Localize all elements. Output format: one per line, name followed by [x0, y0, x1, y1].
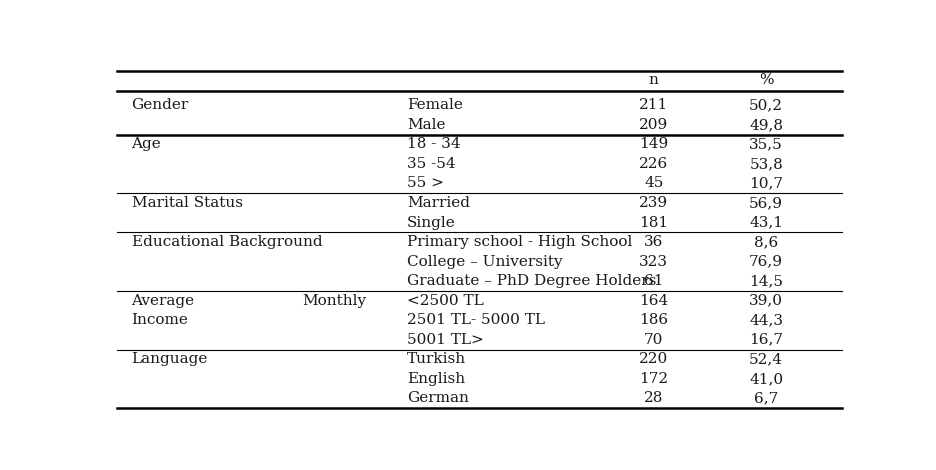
Text: 28: 28 — [644, 392, 664, 406]
Text: Income: Income — [131, 313, 188, 327]
Text: 49,8: 49,8 — [749, 118, 783, 132]
Text: 16,7: 16,7 — [749, 333, 783, 347]
Text: 211: 211 — [639, 98, 668, 112]
Text: Married: Married — [407, 196, 470, 210]
Text: 45: 45 — [644, 176, 664, 190]
Text: <2500 TL: <2500 TL — [407, 294, 484, 308]
Text: Monthly: Monthly — [302, 294, 366, 308]
Text: 43,1: 43,1 — [749, 216, 783, 229]
Text: 2501 TL- 5000 TL: 2501 TL- 5000 TL — [407, 313, 545, 327]
Text: College – University: College – University — [407, 255, 563, 268]
Text: 209: 209 — [639, 118, 668, 132]
Text: 186: 186 — [639, 313, 668, 327]
Text: 56,9: 56,9 — [749, 196, 783, 210]
Text: 149: 149 — [639, 137, 668, 151]
Text: Graduate – PhD Degree Holders: Graduate – PhD Degree Holders — [407, 274, 656, 288]
Text: 6,7: 6,7 — [754, 392, 779, 406]
Text: 181: 181 — [639, 216, 668, 229]
Text: Female: Female — [407, 98, 463, 112]
Text: Age: Age — [131, 137, 161, 151]
Text: %: % — [759, 73, 773, 87]
Text: 35 -54: 35 -54 — [407, 157, 456, 171]
Text: Single: Single — [407, 216, 456, 229]
Text: 8,6: 8,6 — [754, 235, 779, 249]
Text: 226: 226 — [639, 157, 668, 171]
Text: 172: 172 — [639, 372, 668, 386]
Text: 52,4: 52,4 — [749, 352, 783, 366]
Text: Average: Average — [131, 294, 195, 308]
Text: 70: 70 — [644, 333, 664, 347]
Text: 220: 220 — [639, 352, 668, 366]
Text: Turkish: Turkish — [407, 352, 466, 366]
Text: Male: Male — [407, 118, 446, 132]
Text: 36: 36 — [644, 235, 664, 249]
Text: n: n — [649, 73, 659, 87]
Text: 44,3: 44,3 — [749, 313, 783, 327]
Text: 39,0: 39,0 — [749, 294, 783, 308]
Text: Language: Language — [131, 352, 208, 366]
Text: 239: 239 — [639, 196, 668, 210]
Text: Educational Background: Educational Background — [131, 235, 322, 249]
Text: 323: 323 — [639, 255, 668, 268]
Text: 35,5: 35,5 — [750, 137, 783, 151]
Text: 164: 164 — [639, 294, 668, 308]
Text: 61: 61 — [644, 274, 664, 288]
Text: 53,8: 53,8 — [750, 157, 783, 171]
Text: Gender: Gender — [131, 98, 189, 112]
Text: German: German — [407, 392, 469, 406]
Text: 55 >: 55 > — [407, 176, 444, 190]
Text: English: English — [407, 372, 465, 386]
Text: 18 - 34: 18 - 34 — [407, 137, 461, 151]
Text: 76,9: 76,9 — [749, 255, 783, 268]
Text: 14,5: 14,5 — [749, 274, 783, 288]
Text: Marital Status: Marital Status — [131, 196, 242, 210]
Text: Primary school - High School: Primary school - High School — [407, 235, 633, 249]
Text: 50,2: 50,2 — [749, 98, 783, 112]
Text: 10,7: 10,7 — [749, 176, 783, 190]
Text: 5001 TL>: 5001 TL> — [407, 333, 484, 347]
Text: 41,0: 41,0 — [749, 372, 783, 386]
